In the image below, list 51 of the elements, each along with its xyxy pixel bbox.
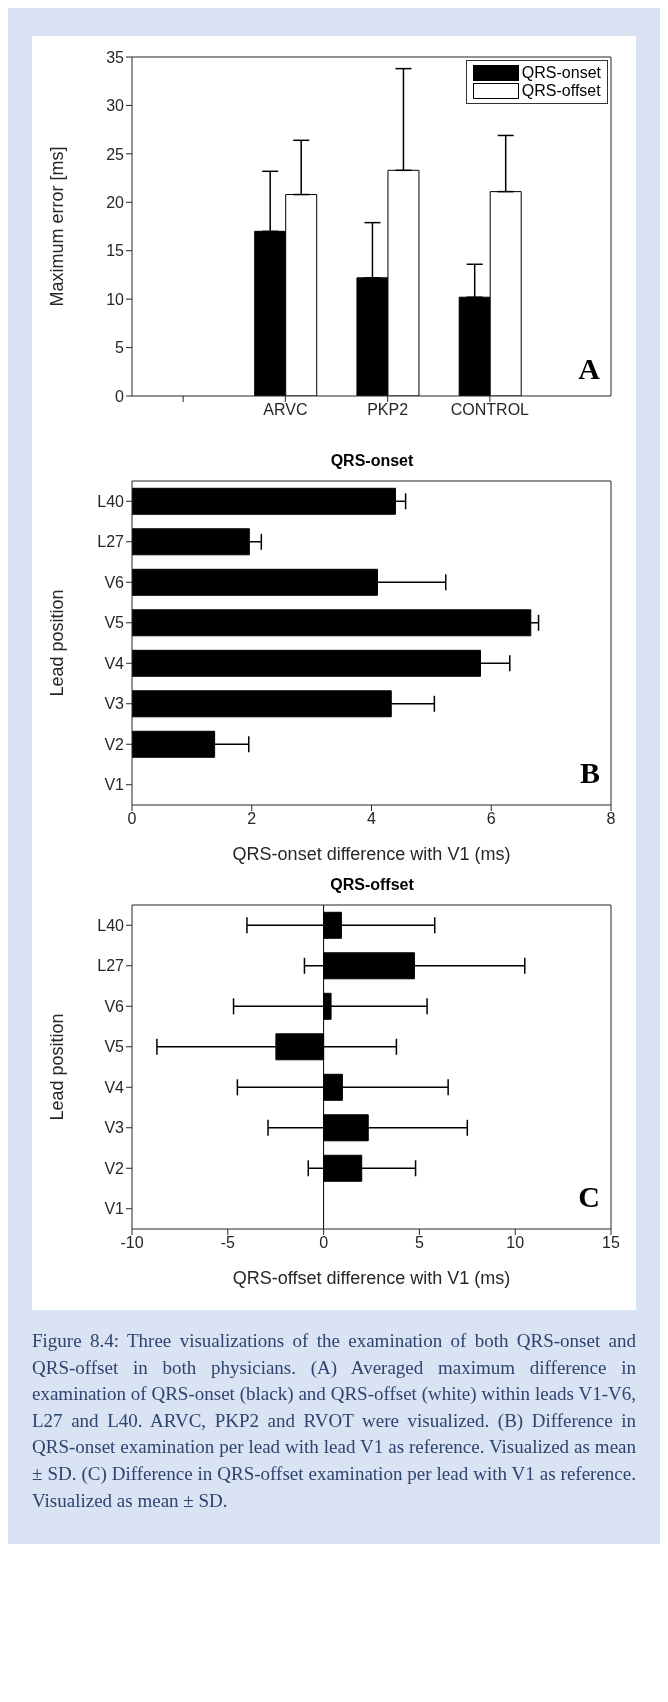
y-tick-label: V6 xyxy=(104,573,125,591)
y-tick-label: L40 xyxy=(97,492,125,510)
y-tick-label: V5 xyxy=(104,1038,125,1056)
y-tick-label: 25 xyxy=(106,145,125,163)
y-tick-label: V1 xyxy=(104,776,125,794)
x-tick-label: 0 xyxy=(127,810,137,828)
x-tick-label: -5 xyxy=(220,1234,236,1252)
caption: Figure 8.4: Three visualizations of the examination of both QRS-onset and QRS-offset in both physicians. (A) Averaged maximum difference in examination of QRS-onset (black) and QRS-offset (white) within leads V1-V6, L27 and L40. ARVC, PKP2 and RVOT were visualized. (B) Difference in QRS-onset examination per lead with lead V1 as reference. Visualized as mean ± SD. (C) Difference in QRS-offset examination per lead with V1 as reference. Visualized as mean ± SD. xyxy=(32,1329,636,1513)
y-tick-label: 0 xyxy=(115,387,125,405)
y-axis-title: Lead position xyxy=(47,1013,68,1121)
x-tick-label: 10 xyxy=(506,1234,525,1252)
y-tick-label: L27 xyxy=(97,957,125,975)
chart-title: QRS-offset xyxy=(329,876,415,894)
y-tick-label: V4 xyxy=(104,1078,125,1096)
annotation: C xyxy=(578,1180,600,1214)
x-axis-title: QRS-onset difference with V1 (ms) xyxy=(232,844,511,864)
y-tick-label: V3 xyxy=(104,1119,125,1137)
y-tick-label: L27 xyxy=(97,533,125,551)
y-tick-label: 30 xyxy=(106,97,125,115)
y-tick-label: 35 xyxy=(106,48,125,66)
legend-label: QRS-offset xyxy=(521,82,601,100)
y-tick-label: V1 xyxy=(104,1200,125,1218)
y-axis-title: Lead position xyxy=(47,589,68,697)
y-axis-title: Maximum error [ms] xyxy=(47,146,68,307)
x-tick-label: ARVC xyxy=(263,401,308,419)
x-tick-label: -10 xyxy=(120,1234,144,1252)
x-tick-label: 2 xyxy=(247,810,257,828)
y-tick-label: 20 xyxy=(106,193,125,211)
x-tick-label: 15 xyxy=(602,1234,620,1252)
y-tick-label: V2 xyxy=(104,1159,125,1177)
annotation: B xyxy=(579,756,600,790)
y-tick-label: 15 xyxy=(106,242,125,260)
annotation: A xyxy=(578,352,600,386)
chart-title: QRS-onset xyxy=(329,452,415,470)
y-tick-label: 5 xyxy=(115,339,125,357)
y-tick-label: 10 xyxy=(106,290,125,308)
x-tick-label: 8 xyxy=(606,810,616,828)
x-tick-label: 5 xyxy=(414,1234,424,1252)
y-tick-label: V4 xyxy=(104,654,125,672)
y-tick-label: V6 xyxy=(104,997,125,1015)
x-axis-title: QRS-offset difference with V1 (ms) xyxy=(232,1268,511,1288)
y-tick-label: V3 xyxy=(104,695,125,713)
legend-label: QRS-onset xyxy=(521,64,601,82)
x-tick-label: PKP2 xyxy=(367,401,409,419)
x-tick-label: CONTROL xyxy=(450,401,530,419)
y-tick-label: V2 xyxy=(104,735,125,753)
x-tick-label: 6 xyxy=(486,810,496,828)
y-tick-label: L40 xyxy=(97,916,125,934)
y-tick-label: V5 xyxy=(104,614,125,632)
x-tick-label: 4 xyxy=(367,810,377,828)
x-tick-label: 0 xyxy=(319,1234,329,1252)
